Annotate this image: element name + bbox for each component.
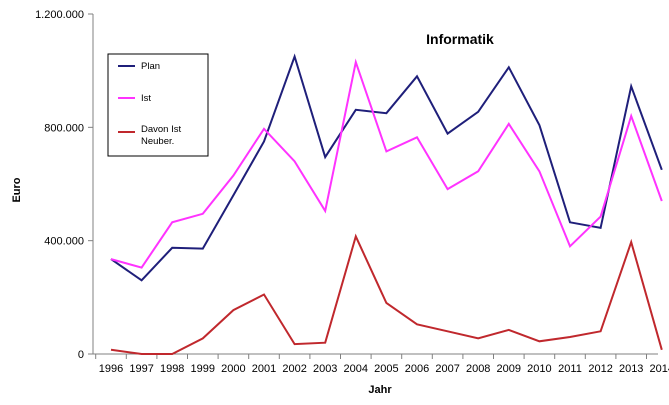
data-point bbox=[630, 85, 633, 88]
data-point bbox=[263, 140, 266, 143]
data-point bbox=[354, 108, 357, 111]
data-point bbox=[140, 353, 143, 356]
y-tick-label: 800.000 bbox=[44, 122, 84, 134]
data-point bbox=[263, 293, 266, 296]
chart-title: Informatik bbox=[426, 31, 494, 47]
data-point bbox=[507, 66, 510, 69]
data-point bbox=[599, 330, 602, 333]
x-ticks: 1996 1997 1998 1999 2000 2001 2002 2003 2004 2005… bbox=[95, 354, 669, 375]
data-point bbox=[599, 226, 602, 229]
y-tick-label: 400.000 bbox=[44, 236, 84, 248]
series-lines bbox=[110, 53, 663, 356]
x-tick-label: 2013 bbox=[619, 363, 643, 375]
data-point bbox=[630, 115, 633, 118]
legend-label-line-2: Neuber. bbox=[141, 136, 174, 147]
data-point bbox=[232, 309, 235, 312]
data-point bbox=[385, 150, 388, 153]
legend-label-line-1: Davon Ist bbox=[141, 124, 181, 135]
x-tick-label: 2002 bbox=[282, 363, 306, 375]
data-point bbox=[630, 241, 633, 244]
data-point bbox=[477, 337, 480, 340]
x-tick-label: 1998 bbox=[160, 363, 184, 375]
x-tick-label: 2011 bbox=[558, 363, 582, 375]
data-point bbox=[477, 170, 480, 173]
data-point bbox=[110, 348, 113, 351]
x-tick-label: 2006 bbox=[405, 363, 429, 375]
data-point bbox=[416, 136, 419, 139]
data-point bbox=[538, 340, 541, 343]
x-tick-label: 2000 bbox=[221, 363, 245, 375]
x-tick-label: 2009 bbox=[497, 363, 521, 375]
data-point bbox=[201, 247, 204, 250]
data-point bbox=[446, 330, 449, 333]
data-point bbox=[569, 221, 572, 224]
data-point bbox=[416, 323, 419, 326]
y-ticks: 0 400.000 800.000 1.200.000 bbox=[35, 9, 93, 361]
data-point bbox=[660, 168, 663, 171]
data-point bbox=[477, 110, 480, 113]
data-point bbox=[569, 245, 572, 248]
data-point bbox=[446, 188, 449, 191]
data-point bbox=[660, 348, 663, 351]
x-tick-label: 2010 bbox=[527, 363, 551, 375]
data-point bbox=[110, 258, 113, 261]
legend-label-plan: Plan bbox=[141, 61, 160, 72]
series-line-ist bbox=[110, 58, 663, 269]
y-axis-title: Euro bbox=[11, 177, 23, 202]
legend: Plan Ist Davon Ist Neuber. bbox=[107, 53, 209, 157]
x-tick-label: 2008 bbox=[466, 363, 490, 375]
data-point bbox=[171, 221, 174, 224]
legend-box bbox=[107, 53, 209, 157]
x-tick-label: 2005 bbox=[374, 363, 398, 375]
data-point bbox=[293, 160, 296, 163]
data-point bbox=[171, 246, 174, 249]
data-point bbox=[140, 266, 143, 269]
series-line-davon-ist-neuber bbox=[110, 233, 663, 355]
series-line-plan bbox=[110, 53, 663, 282]
data-point bbox=[538, 170, 541, 173]
x-tick-label: 2012 bbox=[588, 363, 612, 375]
x-tick-label: 1996 bbox=[99, 363, 123, 375]
data-point bbox=[538, 124, 541, 127]
data-point bbox=[201, 212, 204, 215]
data-point bbox=[385, 302, 388, 305]
data-point bbox=[232, 174, 235, 177]
data-point bbox=[569, 336, 572, 339]
x-tick-label: 2001 bbox=[252, 363, 276, 375]
data-point bbox=[507, 328, 510, 331]
data-point bbox=[293, 55, 296, 58]
data-point bbox=[446, 132, 449, 135]
x-tick-label: 1997 bbox=[129, 363, 153, 375]
x-axis-title: Jahr bbox=[368, 384, 392, 396]
data-point bbox=[507, 122, 510, 125]
legend-label-davon-ist-neuber: Davon Ist Neuber. bbox=[141, 124, 184, 147]
x-tick-label: 2004 bbox=[344, 363, 368, 375]
data-point bbox=[140, 279, 143, 282]
data-point bbox=[385, 112, 388, 115]
data-point bbox=[354, 235, 357, 238]
x-tick-label: 2007 bbox=[435, 363, 459, 375]
data-point bbox=[293, 343, 296, 346]
data-point bbox=[232, 194, 235, 197]
data-point bbox=[324, 209, 327, 212]
y-tick-label: 1.200.000 bbox=[35, 9, 84, 21]
y-tick-label: 0 bbox=[78, 349, 84, 361]
data-point bbox=[354, 61, 357, 64]
legend-label-ist: Ist bbox=[141, 93, 151, 104]
data-point bbox=[599, 215, 602, 218]
data-point bbox=[660, 200, 663, 203]
data-point bbox=[171, 353, 174, 356]
x-tick-label: 1999 bbox=[191, 363, 215, 375]
data-point bbox=[201, 337, 204, 340]
x-tick-label: 2014 bbox=[650, 363, 669, 375]
data-point bbox=[324, 341, 327, 344]
x-tick-label: 2003 bbox=[313, 363, 337, 375]
data-point bbox=[263, 127, 266, 130]
data-point bbox=[324, 156, 327, 159]
data-point bbox=[416, 75, 419, 78]
